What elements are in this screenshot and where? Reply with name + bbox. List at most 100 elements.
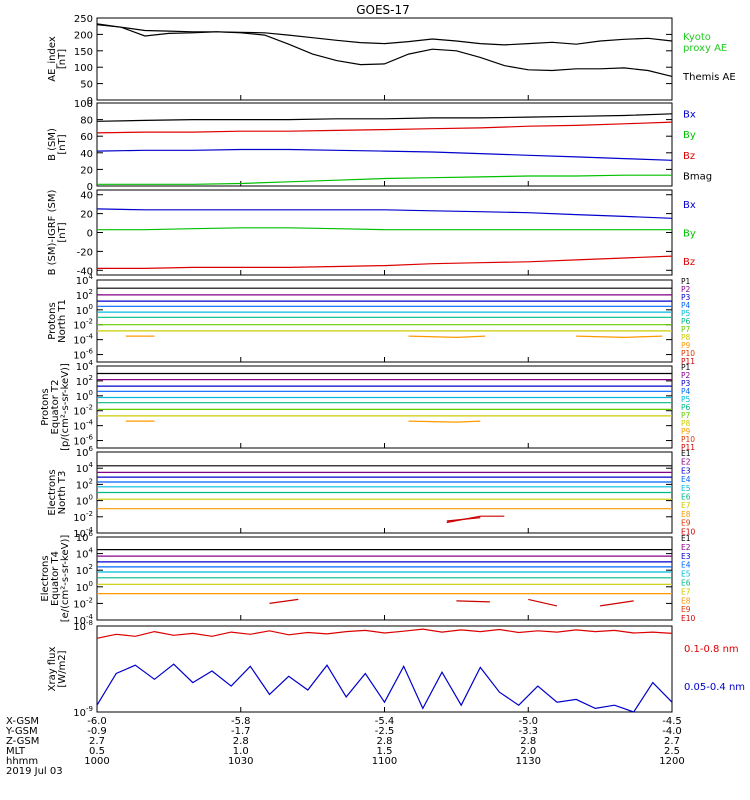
y-tick-label: 104	[76, 461, 94, 475]
x-axis-tick-value: 1.0	[233, 746, 249, 757]
y-tick-exponent: -4	[86, 526, 94, 534]
legend-entry: Bz	[683, 257, 695, 268]
legend-entry: E10	[681, 527, 696, 536]
y-tick-exponent: -6	[86, 348, 94, 356]
legend-entry: Bx	[683, 109, 696, 120]
legend-entry: P6	[681, 317, 691, 326]
legend-entry: E2	[681, 458, 691, 467]
x-axis-tick-value: 2.8	[520, 736, 536, 747]
legend-entry: E1	[681, 534, 691, 543]
y-axis-label: Equator T2	[50, 380, 61, 435]
panel-frame	[96, 102, 673, 187]
series-line-bx	[96, 208, 673, 219]
legend-entry: P5	[681, 395, 691, 404]
x-axis-tick-value: 2.8	[377, 736, 393, 747]
legend-entry: P10	[681, 349, 695, 358]
legend-entry: 0.05-0.4 nm	[684, 682, 745, 693]
y-tick-label: 0	[87, 229, 93, 240]
y-tick-exponent: 2	[89, 374, 93, 382]
series-line-0-1-0-8-nm	[96, 628, 673, 639]
y-tick-label: 102	[76, 563, 93, 577]
series-fragment	[408, 335, 486, 339]
panel-frame	[96, 279, 673, 363]
panel-frame	[96, 365, 673, 449]
x-axis-tick-value: -0.9	[87, 726, 107, 737]
legend-entry: E3	[681, 552, 691, 561]
y-axis-label: Equator T4	[50, 551, 61, 606]
series-fragment	[600, 600, 634, 607]
x-axis-tick-value: 1.5	[377, 746, 393, 757]
legend-entry: P11	[681, 443, 695, 452]
y-tick-exponent: -2	[86, 404, 93, 412]
x-axis-tick-value: -3.3	[518, 726, 538, 737]
y-axis-label: [nT]	[57, 222, 68, 242]
legend-entry: P11	[681, 357, 695, 366]
y-tick-exponent: 6	[89, 530, 94, 538]
x-axis-tick-value: 2.7	[664, 736, 680, 747]
x-axis-tick-value: -5.4	[375, 716, 395, 727]
y-tick-exponent: -8	[86, 619, 93, 627]
y-axis-label: Xray flux	[47, 647, 58, 692]
x-axis-tick-value: 1200	[659, 756, 684, 767]
legend-entry: P7	[681, 325, 691, 334]
y-tick-exponent: 0	[89, 303, 93, 311]
legend-entry: E7	[681, 501, 691, 510]
panel-1: 0 50 100 150 200 250 AE_index [nT] Kyoto proxy AE…	[47, 14, 736, 107]
legend-entry: E10	[681, 614, 696, 623]
y-tick-label: 10-2	[73, 318, 93, 332]
y-tick-label: 106	[76, 530, 94, 544]
y-tick-label: 50	[80, 80, 93, 91]
series-fragment	[528, 598, 558, 607]
y-tick-label: -40	[77, 266, 93, 277]
legend-entry: P6	[681, 403, 691, 412]
y-tick-exponent: -4	[86, 333, 94, 341]
y-tick-exponent: -9	[86, 705, 93, 713]
x-axis-row-label: Y-GSM	[5, 726, 38, 737]
legend-entry: By	[683, 229, 696, 240]
legend-entry: E8	[681, 596, 691, 605]
legend-entry: E6	[681, 579, 691, 588]
y-tick-label: 100	[76, 389, 93, 403]
y-axis-label: [nT]	[57, 49, 68, 69]
series-fragment	[269, 598, 299, 604]
x-axis-tick-value: 2.8	[233, 736, 249, 747]
x-axis-row-label: MLT	[6, 746, 26, 757]
y-tick-exponent: -6	[86, 434, 94, 442]
y-axis-label: North T3	[57, 471, 68, 515]
legend-entry: P2	[681, 285, 691, 294]
x-axis-tick-value: 2.5	[664, 746, 680, 757]
x-axis-tick-value: -5.0	[518, 716, 538, 727]
y-axis-label: [e/(cm²-s-sr-keV)]	[60, 535, 71, 623]
legend-entry: E9	[681, 605, 691, 614]
series-line-bmag	[96, 113, 673, 122]
legend-entry: P1	[681, 363, 691, 372]
y-tick-exponent: 4	[89, 461, 94, 469]
y-axis-label: [W/m2]	[57, 650, 68, 687]
y-tick-label: 100	[74, 63, 93, 74]
y-tick-label: 0	[87, 96, 93, 107]
x-axis-tick-value: -4.0	[662, 726, 682, 737]
figure-title: GOES-17	[356, 3, 410, 17]
legend-entry: E4	[681, 475, 691, 484]
y-tick-label: 100	[76, 494, 93, 508]
y-tick-label: 106	[76, 445, 94, 459]
y-axis-label: North T1	[57, 299, 68, 343]
y-axis-label: AE_index	[47, 36, 58, 82]
y-tick-label: 250	[74, 14, 93, 25]
series-line-bz	[96, 121, 673, 134]
y-tick-label: 80	[80, 116, 93, 127]
x-axis-tick-value: -1.7	[231, 726, 251, 737]
x-axis-tick-value: 1130	[516, 756, 541, 767]
x-axis-tick-value: -5.8	[231, 716, 251, 727]
x-axis-tick-value: 1000	[84, 756, 109, 767]
y-tick-label: 20	[80, 210, 93, 221]
panel-frame	[96, 17, 673, 101]
legend-entry: Themis AE	[682, 72, 736, 83]
legend-entry: P4	[681, 301, 691, 310]
y-tick-label: 10-4	[73, 419, 93, 433]
